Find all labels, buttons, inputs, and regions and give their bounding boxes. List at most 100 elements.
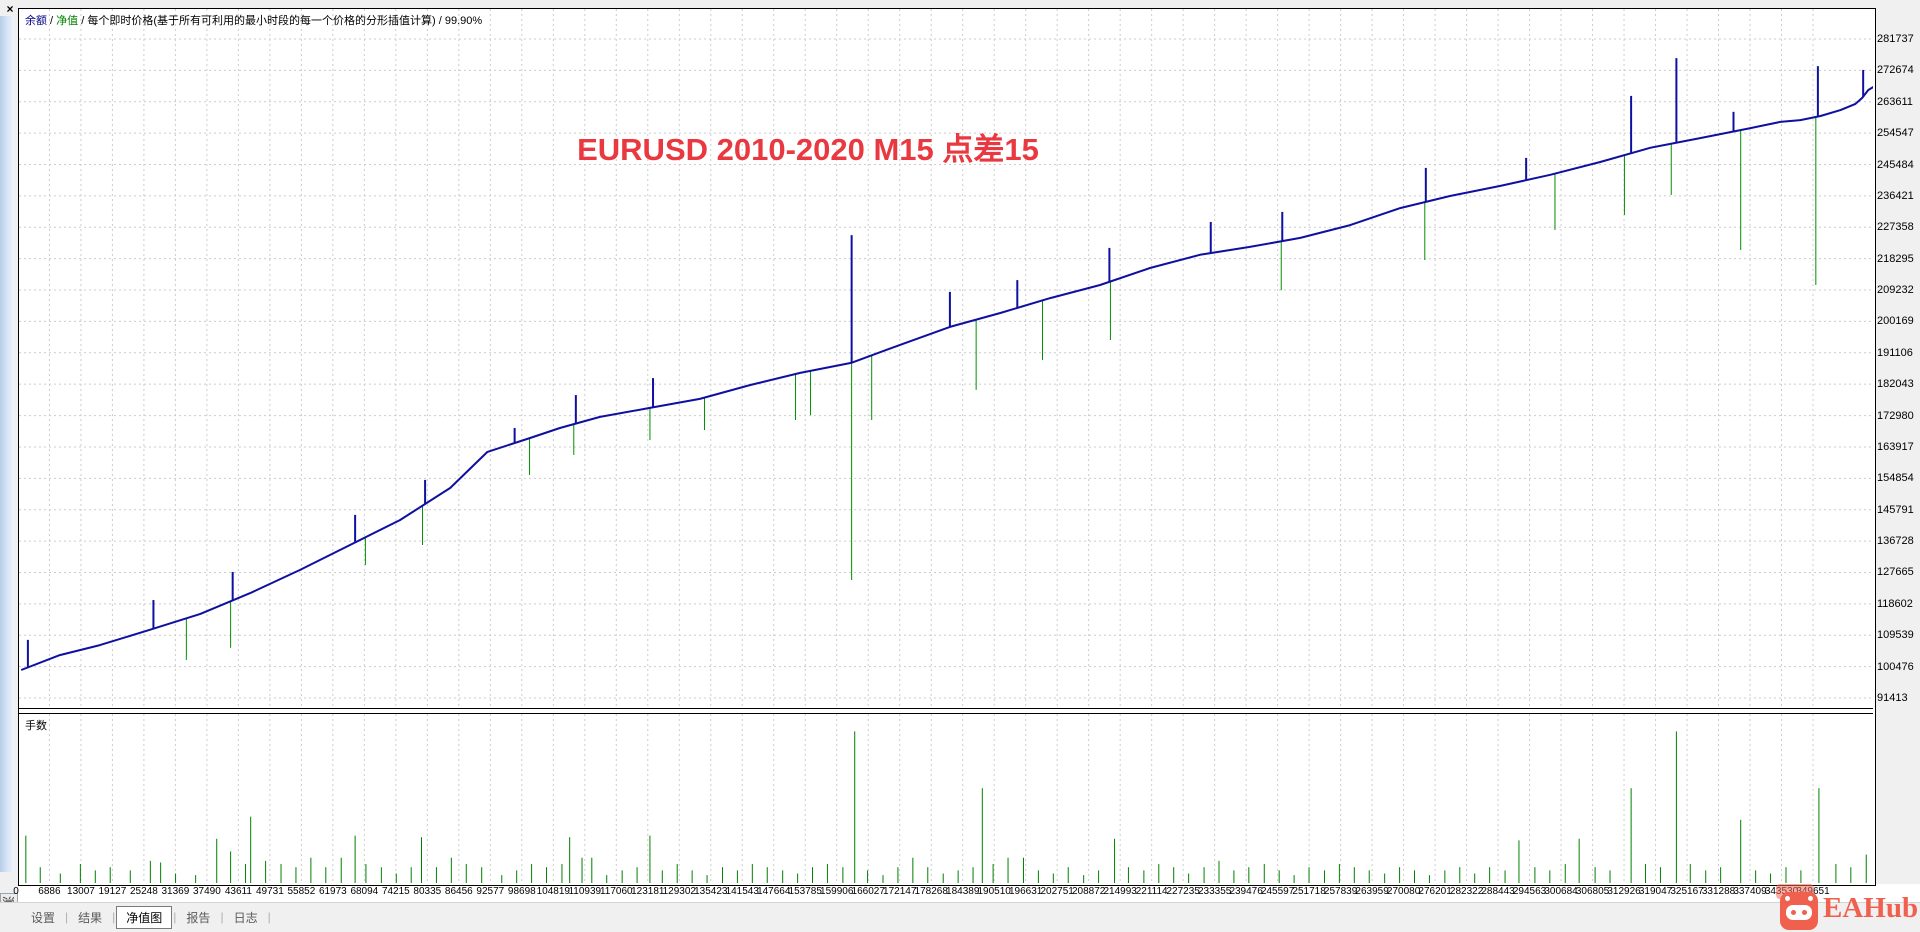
eahub-watermark: EAHub: [1771, 884, 1920, 931]
lot-size-bars-svg: [25, 714, 1867, 884]
robot-logo-icon: [1780, 892, 1818, 930]
legend-separator: /: [78, 15, 88, 27]
legend-quality-value: 99.90%: [444, 15, 483, 27]
legend-balance-label: 余额: [25, 15, 47, 27]
tab-日志[interactable]: 日志: [233, 910, 258, 925]
tab-separator: |: [267, 910, 271, 924]
legend-model-description: 每个即时价格(基于所有可利用的最小时段的每一个价格的分形插值计算): [87, 15, 436, 27]
x-axis-label: 0: [13, 886, 19, 897]
x-axis-label: 221114: [1135, 886, 1168, 897]
x-axis-label: 337409: [1733, 886, 1767, 897]
x-axis-label: 196631: [1009, 886, 1043, 897]
x-axis-label: 80335: [413, 886, 442, 897]
x-axis-label: 312926: [1607, 886, 1641, 897]
x-axis-label: 92577: [476, 886, 505, 897]
tab-净值图[interactable]: 净值图: [116, 905, 173, 929]
chart-legend: 余额 / 净值 / 每个即时价格(基于所有可利用的最小时段的每一个价格的分形插值…: [25, 12, 482, 28]
y-axis-label: 163917: [1877, 440, 1914, 453]
tab-设置[interactable]: 设置: [31, 910, 56, 925]
x-axis-label: 184389: [946, 886, 980, 897]
x-axis-label: 251718: [1292, 886, 1326, 897]
y-axis-label: 127665: [1877, 566, 1914, 579]
x-axis-label: 178268: [914, 886, 948, 897]
x-axis-label: 49731: [255, 886, 284, 897]
x-axis-label: 190510: [977, 886, 1011, 897]
y-axis-label: 118602: [1877, 597, 1913, 610]
y-axis-label: 281737: [1877, 32, 1914, 45]
x-axis-label: 227235: [1166, 886, 1200, 897]
legend-equity-label: 净值: [56, 15, 79, 27]
x-axis-label: 86456: [444, 886, 473, 897]
y-axis-label: 209232: [1877, 284, 1914, 297]
balance-equity-curve-svg: [19, 9, 1873, 708]
x-axis-label: 13007: [67, 886, 95, 897]
chart-title-annotation: EURUSD 2010-2020 M15 点差15: [577, 132, 1039, 167]
x-axis-labels: 0 6886 13007 19127 25248 31369 37490 43611 49731…: [0, 886, 1920, 900]
watermark-text: EAHub: [1823, 892, 1919, 924]
y-axis-label: 218295: [1877, 252, 1914, 265]
lot-size-plot[interactable]: [19, 713, 1873, 884]
y-axis-label: 136728: [1877, 535, 1914, 548]
legend-separator: /: [47, 15, 57, 27]
x-axis-label: 104819: [536, 886, 570, 897]
y-axis-label: 100476: [1877, 660, 1914, 673]
tab-结果[interactable]: 结果: [78, 910, 103, 925]
x-axis-label: 74215: [381, 886, 410, 897]
x-axis-label: 306805: [1575, 886, 1610, 897]
x-axis-label: 319047: [1638, 886, 1673, 897]
y-axis-label: 172980: [1877, 409, 1914, 422]
x-axis-label: 6886: [38, 886, 61, 897]
y-axis-label: 263611: [1877, 95, 1913, 108]
y-axis-label: 254547: [1877, 127, 1914, 140]
y-axis-label: 182043: [1877, 378, 1914, 391]
close-icon[interactable]: ×: [6, 2, 14, 16]
x-axis-label: 153785: [788, 886, 822, 897]
x-axis-label: 110939: [568, 886, 602, 897]
x-axis-label: 123181: [631, 886, 665, 897]
x-axis-label: 239476: [1229, 886, 1263, 897]
x-axis-label: 129302: [662, 886, 696, 897]
x-axis-label: 257839: [1323, 886, 1358, 897]
equity-chart-panel: 余额 / 净值 / 每个即时价格(基于所有可利用的最小时段的每一个价格的分形插值…: [18, 8, 1876, 886]
balance-equity-plot[interactable]: [19, 9, 1873, 709]
y-axis-label: 227358: [1877, 221, 1914, 234]
x-axis-label: 117060: [599, 886, 633, 897]
y-axis-label: 154854: [1877, 472, 1914, 485]
x-axis-label: 325167: [1670, 886, 1704, 897]
tester-tab-bar: 设置 | 结果 | 净值图 | 报告 | 日志 |: [0, 902, 1920, 932]
tab-报告[interactable]: 报告: [186, 910, 211, 925]
y-axis-label: 272674: [1877, 64, 1914, 77]
x-axis-label: 288443: [1481, 886, 1515, 897]
x-axis-label: 276201: [1418, 886, 1452, 897]
y-axis-label: 91413: [1877, 692, 1908, 704]
x-axis-label: 245597: [1260, 886, 1295, 897]
y-axis-label: 245484: [1877, 158, 1914, 171]
tester-dock-strip: [0, 16, 14, 872]
x-axis-label: 282322: [1449, 886, 1484, 897]
balance-curve: [20, 86, 1873, 671]
x-axis-label: 25248: [129, 886, 158, 897]
x-axis-label: 270080: [1386, 886, 1421, 897]
x-axis-label: 331288: [1701, 886, 1736, 897]
x-axis-label: 159906: [820, 886, 854, 897]
tab-separator: |: [112, 910, 116, 924]
x-axis-label: 55852: [287, 886, 316, 897]
volume-panel-label: 手数: [25, 720, 47, 732]
x-axis-label: 43611: [224, 886, 252, 897]
x-axis-label: 37490: [192, 886, 221, 897]
tab-separator: |: [173, 910, 177, 924]
x-axis-label: 98698: [507, 886, 536, 897]
x-axis-label: 202751: [1040, 886, 1074, 897]
x-axis-label: 147664: [757, 886, 791, 897]
x-axis-label: 141543: [725, 886, 759, 897]
y-axis-label: 236421: [1877, 189, 1914, 202]
x-axis-label: 294563: [1512, 886, 1547, 897]
x-axis-label: 300684: [1544, 886, 1578, 897]
y-axis-label: 191106: [1877, 346, 1913, 359]
y-axis-labels: 91413 100476 109539 118602 127665 136728 14579…: [1877, 0, 1920, 884]
legend-separator: /: [435, 15, 445, 27]
y-axis-label: 145791: [1877, 503, 1914, 516]
tab-separator: |: [65, 910, 69, 924]
x-axis-label: 233355: [1197, 886, 1232, 897]
